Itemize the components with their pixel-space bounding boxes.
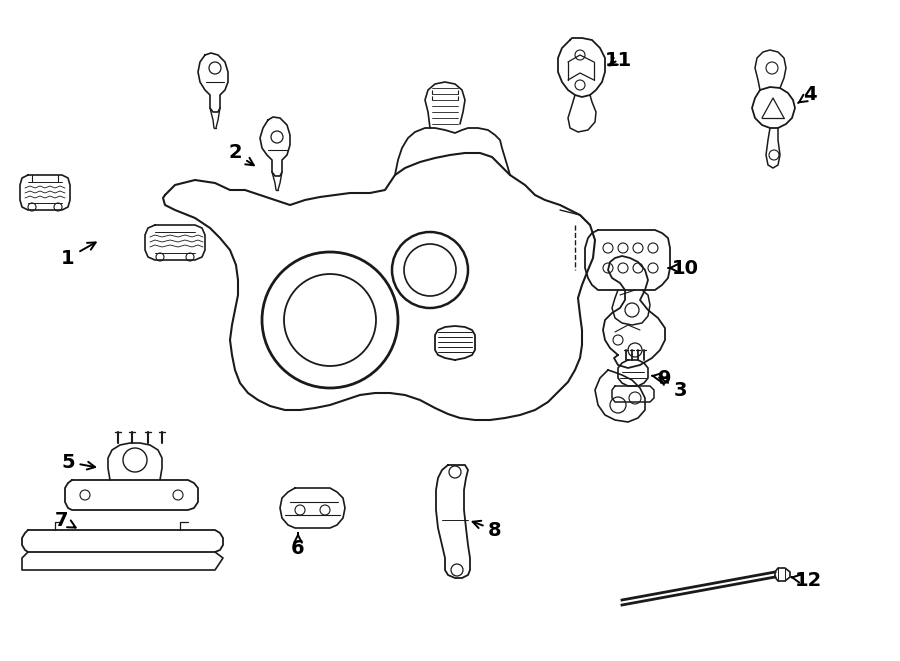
- Text: 3: 3: [659, 377, 687, 399]
- Text: 12: 12: [791, 570, 822, 590]
- Text: 9: 9: [652, 368, 671, 387]
- Text: 8: 8: [472, 520, 502, 539]
- Text: 5: 5: [61, 453, 95, 471]
- Text: 6: 6: [292, 533, 305, 557]
- Text: 7: 7: [55, 510, 76, 529]
- Text: 1: 1: [61, 243, 95, 268]
- Text: 11: 11: [605, 50, 632, 69]
- Text: 4: 4: [798, 85, 817, 104]
- Text: 10: 10: [669, 258, 698, 278]
- Text: 2: 2: [229, 143, 254, 165]
